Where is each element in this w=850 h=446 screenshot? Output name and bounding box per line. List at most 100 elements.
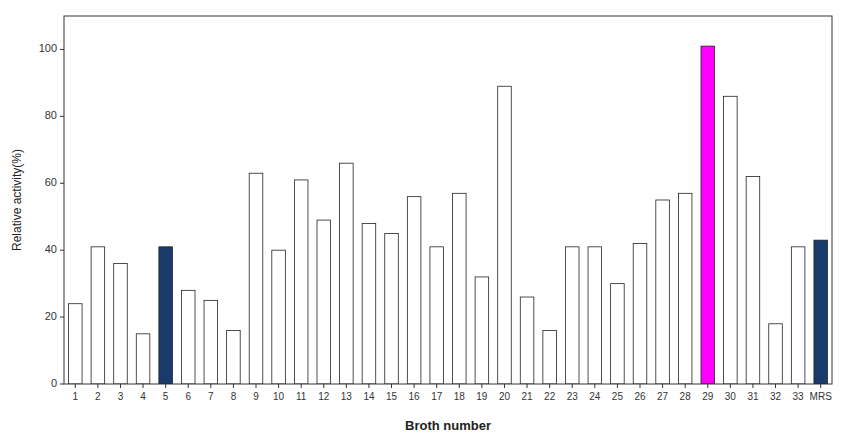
bar — [475, 277, 489, 384]
bar — [204, 300, 218, 384]
bar — [294, 180, 308, 384]
bar — [181, 290, 195, 384]
x-tick-label: 28 — [680, 391, 692, 402]
x-tick-label: 31 — [747, 391, 759, 402]
bar — [791, 247, 805, 384]
bar — [91, 247, 105, 384]
x-tick — [527, 384, 528, 388]
bar — [701, 46, 715, 384]
x-tick — [798, 384, 799, 388]
x-tick-label: 6 — [185, 391, 191, 402]
y-tick — [60, 183, 64, 184]
y-tick — [60, 317, 64, 318]
x-tick-label: MRS — [810, 391, 833, 402]
x-tick — [685, 384, 686, 388]
x-tick-label: 14 — [363, 391, 375, 402]
bar — [746, 177, 760, 384]
x-tick-label: 24 — [589, 391, 601, 402]
x-tick — [188, 384, 189, 388]
x-tick — [572, 384, 573, 388]
bar — [453, 193, 467, 384]
x-tick — [640, 384, 641, 388]
bar — [227, 330, 241, 384]
x-tick-label: 22 — [544, 391, 556, 402]
bar — [520, 297, 534, 384]
x-tick — [459, 384, 460, 388]
bars — [69, 46, 828, 384]
x-tick-label: 7 — [208, 391, 214, 402]
bar — [498, 86, 512, 384]
bar — [385, 233, 399, 384]
x-tick — [504, 384, 505, 388]
x-tick-label: 15 — [386, 391, 398, 402]
x-tick — [481, 384, 482, 388]
y-tick — [60, 116, 64, 117]
y-tick — [60, 250, 64, 251]
y-tick-label: 100 — [39, 42, 57, 54]
x-tick — [301, 384, 302, 388]
chart: 0204060801001234567891011121314151617181… — [0, 0, 850, 446]
x-tick-label: 18 — [454, 391, 466, 402]
bar — [678, 193, 692, 384]
y-tick-label: 40 — [45, 243, 57, 255]
bar — [588, 247, 602, 384]
x-tick — [97, 384, 98, 388]
x-tick-label: 3 — [118, 391, 124, 402]
y-tick-label: 80 — [45, 109, 57, 121]
x-tick — [707, 384, 708, 388]
y-tick — [60, 49, 64, 50]
x-tick — [368, 384, 369, 388]
chart-container: 0204060801001234567891011121314151617181… — [0, 0, 850, 446]
x-tick-label: 32 — [770, 391, 782, 402]
x-tick — [143, 384, 144, 388]
x-tick — [775, 384, 776, 388]
x-tick-label: 13 — [341, 391, 353, 402]
bar — [272, 250, 286, 384]
bar — [317, 220, 331, 384]
x-tick-label: 9 — [253, 391, 259, 402]
x-tick — [662, 384, 663, 388]
x-tick-label: 19 — [476, 391, 488, 402]
x-tick — [730, 384, 731, 388]
bar — [69, 304, 83, 384]
x-tick — [414, 384, 415, 388]
x-tick-label: 20 — [499, 391, 511, 402]
x-tick — [120, 384, 121, 388]
x-tick — [233, 384, 234, 388]
y-tick — [60, 384, 64, 385]
y-tick-label: 0 — [51, 377, 57, 389]
x-tick-label: 11 — [296, 391, 307, 402]
x-tick-label: 26 — [634, 391, 646, 402]
x-tick-label: 4 — [140, 391, 146, 402]
bar — [340, 163, 354, 384]
bar — [724, 96, 738, 384]
x-tick-label: 1 — [73, 391, 79, 402]
x-tick — [752, 384, 753, 388]
x-tick-label: 8 — [231, 391, 237, 402]
bar — [114, 264, 128, 384]
x-tick — [391, 384, 392, 388]
x-tick — [210, 384, 211, 388]
x-tick — [617, 384, 618, 388]
x-tick-label: 29 — [702, 391, 714, 402]
x-axis-label: Broth number — [405, 418, 491, 433]
x-tick-label: 5 — [163, 391, 169, 402]
x-tick — [165, 384, 166, 388]
bar — [136, 334, 150, 384]
bar — [362, 223, 376, 384]
x-tick — [820, 384, 821, 388]
x-tick — [594, 384, 595, 388]
bar — [611, 284, 625, 384]
x-tick — [346, 384, 347, 388]
x-tick-label: 10 — [273, 391, 285, 402]
x-tick — [436, 384, 437, 388]
y-tick-label: 60 — [45, 176, 57, 188]
x-tick-label: 25 — [612, 391, 624, 402]
x-tick-label: 16 — [409, 391, 421, 402]
x-tick-label: 23 — [567, 391, 579, 402]
x-tick-label: 27 — [657, 391, 669, 402]
x-tick-label: 12 — [318, 391, 330, 402]
x-tick — [278, 384, 279, 388]
x-tick-label: 17 — [431, 391, 443, 402]
bar — [249, 173, 263, 384]
